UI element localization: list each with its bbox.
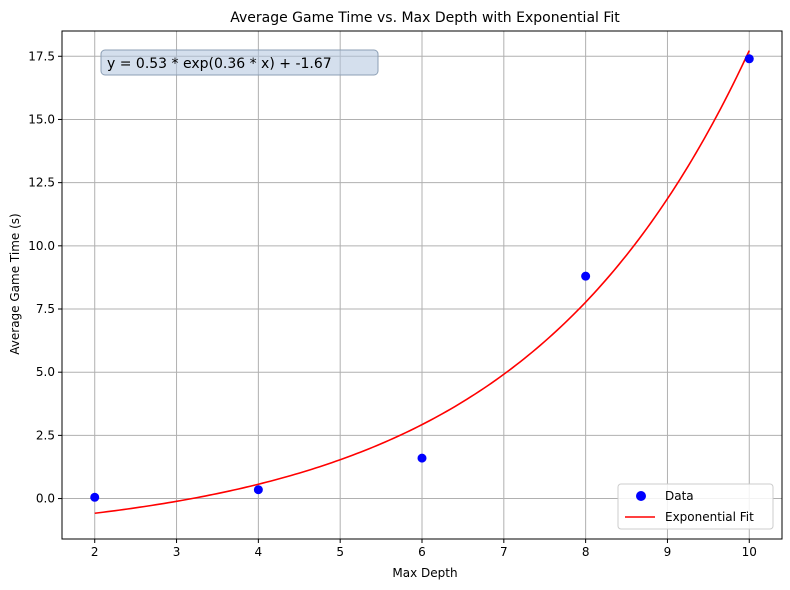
x-tick-label: 9 [664,545,672,559]
equation-annotation: y = 0.53 * exp(0.36 * x) + -1.67 [100,49,379,76]
x-axis-ticks: 2 3 4 5 6 7 8 9 10 [91,539,757,559]
y-axis-ticks: 0.0 2.5 5.0 7.5 10.0 12.5 15.0 17.5 [28,49,62,506]
data-point [253,485,263,495]
y-tick-label: 2.5 [36,428,55,442]
equation-annotation-box [100,49,379,76]
y-axis-label: Average Game Time (s) [8,213,22,354]
legend-label-fit: Exponential Fit [665,510,754,524]
y-tick-label: 10.0 [28,239,55,253]
x-tick-label: 8 [582,545,590,559]
x-tick-label: 7 [500,545,508,559]
x-tick-label: 5 [336,545,344,559]
grid [62,31,782,539]
y-tick-label: 7.5 [36,302,55,316]
x-tick-label: 2 [91,545,99,559]
y-tick-label: 15.0 [28,112,55,126]
x-tick-label: 6 [418,545,426,559]
data-point [417,453,427,463]
x-axis-label: Max Depth [392,566,457,580]
chart-title: Average Game Time vs. Max Depth with Exp… [230,10,620,26]
data-point [90,492,100,502]
fit-line-layer [94,50,750,515]
y-tick-label: 5.0 [36,365,55,379]
legend-label-data: Data [665,489,694,503]
legend-data-marker [636,491,646,501]
legend-frame [617,483,774,530]
data-point [744,54,754,64]
legend: Data Exponential Fit [617,483,774,530]
exponential-fit-line [94,50,750,515]
x-tick-label: 10 [742,545,757,559]
data-points-layer [90,54,754,502]
y-tick-label: 12.5 [28,176,55,190]
equation-annotation-text: y = 0.53 * exp(0.36 * x) + -1.67 [107,56,332,72]
x-tick-label: 3 [173,545,181,559]
y-tick-label: 0.0 [36,492,55,506]
y-tick-label: 17.5 [28,49,55,63]
x-tick-label: 4 [255,545,263,559]
data-point [581,271,591,281]
